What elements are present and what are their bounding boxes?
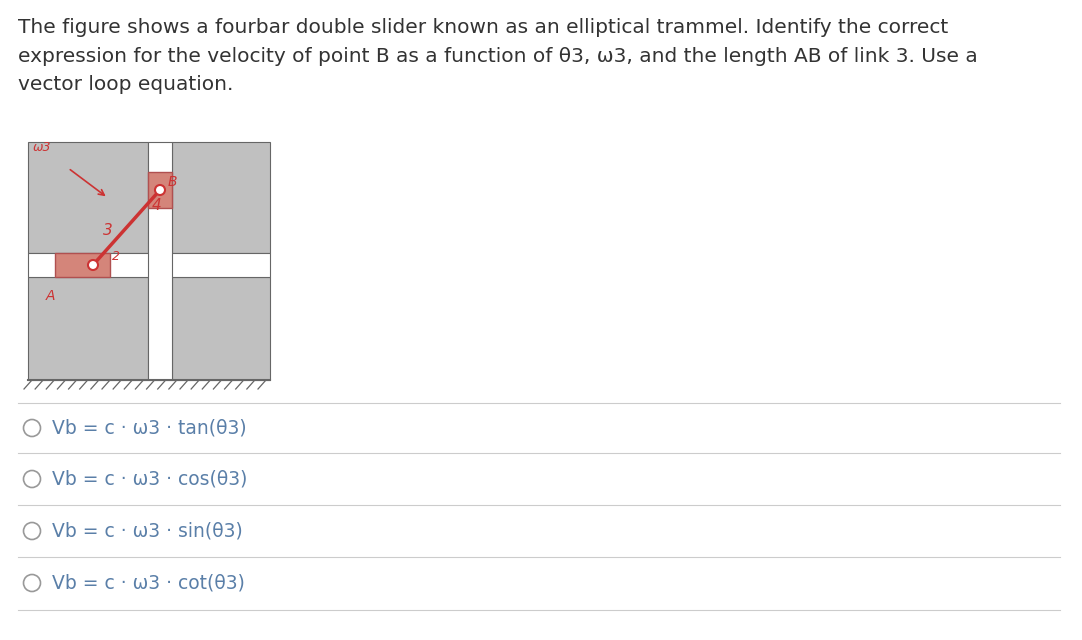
Circle shape [88, 260, 98, 270]
Text: 2: 2 [113, 250, 120, 263]
Text: A: A [47, 289, 55, 303]
Text: Vb = c · ω3 · cos(θ3): Vb = c · ω3 · cos(θ3) [52, 470, 248, 488]
Circle shape [24, 522, 40, 540]
Circle shape [24, 575, 40, 591]
Text: 3: 3 [103, 223, 113, 238]
Bar [55, 253, 110, 277]
Circle shape [155, 185, 164, 195]
Text: Vb = c · ω3 · cot(θ3): Vb = c · ω3 · cot(θ3) [52, 573, 245, 593]
Text: ω3: ω3 [32, 141, 52, 154]
Text: Vb = c · ω3 · sin(θ3): Vb = c · ω3 · sin(θ3) [52, 522, 242, 541]
Text: Vb = c · ω3 · tan(θ3): Vb = c · ω3 · tan(θ3) [52, 419, 247, 438]
Bar [28, 277, 148, 380]
Bar [172, 277, 270, 380]
Text: The figure shows a fourbar double slider known as an elliptical trammel. Identif: The figure shows a fourbar double slider… [18, 18, 978, 95]
Bar [28, 142, 148, 253]
Bar [28, 253, 270, 277]
Text: 4: 4 [153, 198, 162, 213]
Circle shape [24, 470, 40, 488]
Bar [172, 142, 270, 253]
Text: B: B [168, 175, 177, 189]
Bar [148, 142, 172, 380]
Circle shape [24, 419, 40, 436]
Bar [148, 172, 172, 208]
